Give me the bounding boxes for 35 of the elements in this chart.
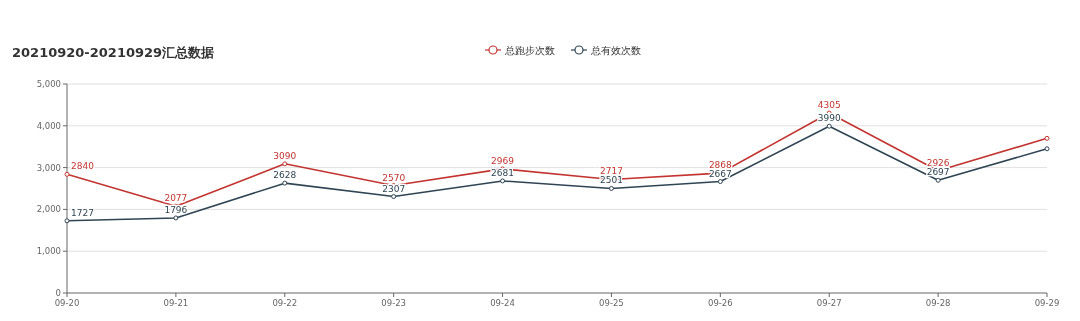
y-tick-label: 5,000 (36, 79, 61, 89)
data-label: 3990 (817, 113, 841, 124)
data-label: 2628 (273, 170, 297, 181)
legend-label: 总跑步次数 (504, 45, 555, 56)
data-label: 2969 (491, 155, 515, 166)
x-tick-label: 09-25 (599, 298, 624, 308)
chart-title: 20210920-20210929汇总数据 (12, 45, 215, 60)
x-tick-label: 09-24 (490, 298, 515, 308)
x-tick-label: 09-29 (1034, 298, 1060, 308)
data-label: 2840 (71, 161, 95, 172)
data-label: 1727 (71, 207, 94, 218)
data-label: 2868 (708, 160, 733, 171)
x-tick-label: 09-23 (381, 298, 407, 308)
y-tick-label: 3,000 (36, 162, 61, 173)
data-label: 2926 (926, 157, 950, 168)
x-tick-label: 09-26 (707, 298, 733, 308)
data-label: 2717 (599, 166, 623, 177)
data-label: 1796 (164, 204, 188, 215)
x-tick-label: 09-27 (816, 298, 842, 308)
data-label: 2307 (382, 183, 406, 194)
data-label: 3090 (273, 150, 297, 161)
data-label: 2681 (491, 167, 515, 178)
x-tick-label: 09-21 (163, 298, 189, 308)
y-tick-label: 1,000 (36, 246, 61, 257)
legend-label: 总有效次数 (590, 45, 641, 56)
y-tick-label: 4,000 (36, 120, 61, 131)
data-label: 2570 (382, 172, 406, 183)
data-label: 2697 (926, 167, 950, 178)
y-tick-label: 0 (55, 288, 61, 298)
x-tick-label: 09-28 (925, 298, 951, 308)
data-label: 2077 (164, 193, 188, 204)
data-label: 4305 (817, 100, 841, 111)
x-tick-label: 09-20 (54, 298, 80, 308)
y-tick-label: 2,000 (36, 204, 61, 215)
x-tick-label: 09-22 (272, 298, 298, 308)
